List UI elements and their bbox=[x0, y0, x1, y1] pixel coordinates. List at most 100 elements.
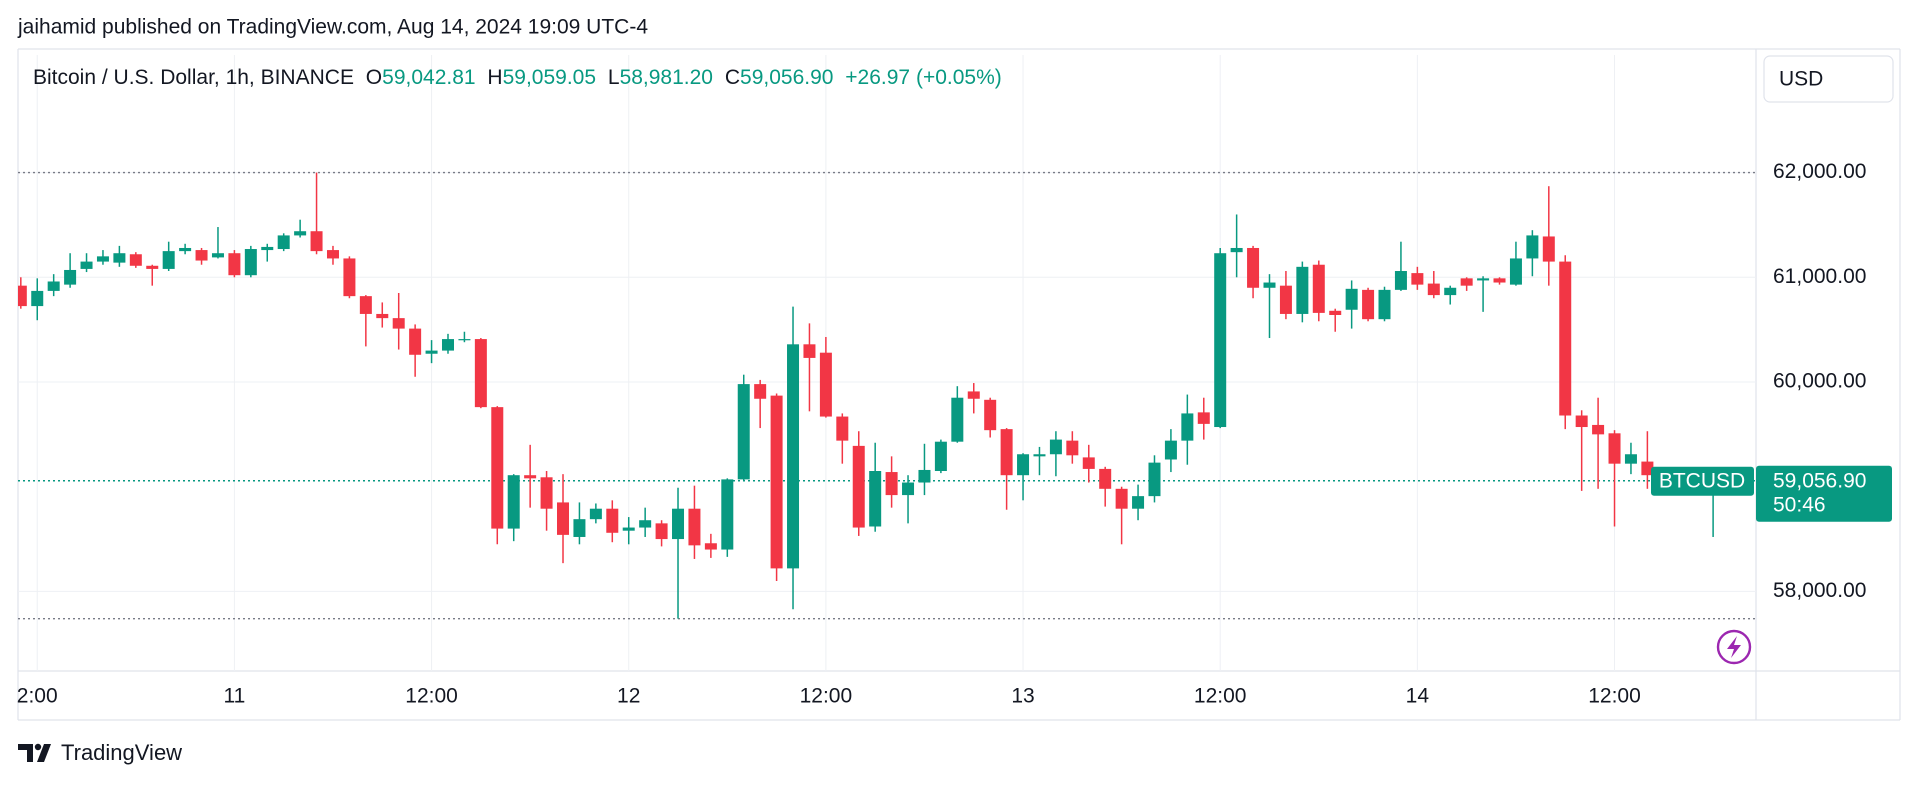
candle-body bbox=[326, 250, 339, 259]
legend-key: H bbox=[487, 66, 502, 89]
candle-body bbox=[1148, 462, 1161, 497]
candle-body bbox=[589, 508, 602, 520]
lightning-icon[interactable] bbox=[1716, 629, 1752, 665]
x-tick-label: 13 bbox=[1011, 685, 1034, 708]
candle-body bbox=[967, 391, 980, 399]
candle-body bbox=[113, 253, 126, 263]
candle-body bbox=[770, 395, 783, 569]
x-tick-label: 11 bbox=[223, 685, 245, 708]
symbol-label: BTCUSD bbox=[1659, 469, 1745, 492]
candle-body bbox=[392, 318, 405, 329]
candle-body bbox=[211, 253, 224, 258]
candle-body bbox=[639, 520, 652, 528]
candle-body bbox=[1624, 454, 1637, 464]
candle-body bbox=[129, 254, 142, 266]
candle-body bbox=[491, 407, 504, 529]
legend: Bitcoin / U.S. Dollar, 1h, BINANCE O59,0… bbox=[33, 66, 1002, 89]
candle-body bbox=[1509, 258, 1522, 285]
legend-value: 59,056.90 bbox=[740, 66, 833, 89]
candle-body bbox=[787, 344, 800, 569]
legend-value: 59,059.05 bbox=[503, 66, 596, 89]
candle-body bbox=[474, 339, 487, 408]
candle-body bbox=[1033, 454, 1046, 457]
currency-label: USD bbox=[1779, 68, 1823, 91]
legend-value: 59,042.81 bbox=[382, 66, 475, 89]
candle-body bbox=[1411, 273, 1424, 285]
x-tick-label: 12 bbox=[617, 685, 640, 708]
symbol-tag bbox=[1651, 466, 1754, 496]
publisher-line: jaihamid published on TradingView.com, A… bbox=[17, 16, 648, 39]
candle-body bbox=[606, 508, 619, 533]
candle-body bbox=[524, 475, 537, 479]
candle-body bbox=[819, 352, 832, 417]
candle-body bbox=[1608, 433, 1621, 464]
footer-logo bbox=[18, 743, 51, 762]
candle-body bbox=[721, 479, 734, 550]
legend-title: Bitcoin / U.S. Dollar, 1h, BINANCE bbox=[33, 66, 354, 89]
candle-body bbox=[1542, 236, 1555, 262]
candle-body bbox=[1197, 412, 1210, 424]
candle-body bbox=[1181, 413, 1194, 441]
grid bbox=[18, 55, 1756, 671]
y-tick-label: 62,000.00 bbox=[1773, 160, 1866, 183]
price-tag bbox=[1756, 465, 1892, 522]
candle-body bbox=[902, 482, 915, 496]
candle-body bbox=[934, 441, 947, 472]
candle-body bbox=[754, 384, 767, 399]
candle-body bbox=[507, 475, 520, 529]
candle-body bbox=[1263, 282, 1276, 288]
countdown-label: 50:46 bbox=[1773, 493, 1826, 516]
y-tick-label: 58,000.00 bbox=[1773, 579, 1866, 602]
candle-body bbox=[162, 251, 175, 269]
y-tick-label: 61,000.00 bbox=[1773, 265, 1866, 288]
candle-body bbox=[1329, 310, 1342, 315]
candle-body bbox=[1378, 289, 1391, 320]
y-tick-label: 60,000.00 bbox=[1773, 370, 1866, 393]
candle-body bbox=[179, 247, 192, 252]
candle-body bbox=[1049, 439, 1062, 455]
candle-body bbox=[1214, 253, 1227, 428]
candle-body bbox=[244, 249, 257, 276]
candle-body bbox=[1641, 461, 1654, 476]
candle-body bbox=[277, 235, 290, 250]
candle-body bbox=[1362, 289, 1375, 320]
candle-body bbox=[1477, 278, 1490, 281]
candle-body bbox=[1296, 266, 1309, 314]
legend-key: L bbox=[608, 66, 620, 89]
candle-body bbox=[1460, 278, 1473, 286]
candle-body bbox=[622, 527, 635, 531]
x-tick-label: 2:00 bbox=[17, 685, 58, 708]
candle-body bbox=[1526, 235, 1539, 259]
candle-body bbox=[195, 250, 208, 261]
x-tick-label: 14 bbox=[1406, 685, 1430, 708]
candle-body bbox=[1115, 488, 1128, 509]
candle-body bbox=[96, 256, 109, 262]
legend-value: 58,981.20 bbox=[620, 66, 713, 89]
candle-body bbox=[1444, 287, 1457, 296]
candle-body bbox=[1247, 247, 1260, 288]
candle-body bbox=[1132, 496, 1145, 509]
icon-bolt bbox=[1727, 636, 1741, 658]
logo-dot bbox=[34, 743, 42, 751]
candle-body bbox=[655, 523, 668, 540]
candle-body bbox=[47, 281, 60, 291]
candle-body bbox=[1575, 415, 1588, 428]
candle-body bbox=[1559, 261, 1572, 416]
candle-body bbox=[1099, 468, 1112, 489]
candle-body bbox=[359, 296, 372, 314]
logo-t bbox=[18, 744, 33, 762]
candle-body bbox=[573, 519, 586, 537]
candle-body bbox=[918, 469, 931, 483]
candle-body bbox=[343, 258, 356, 297]
candle-body bbox=[540, 477, 553, 509]
candle-body bbox=[261, 246, 274, 251]
currency-button[interactable] bbox=[1763, 55, 1894, 103]
candle-body bbox=[1312, 264, 1325, 313]
candle-body bbox=[376, 313, 389, 319]
candle-body bbox=[885, 472, 898, 496]
candle-body bbox=[80, 261, 93, 269]
candle-body bbox=[458, 339, 471, 341]
candle-body bbox=[310, 231, 323, 252]
candle-body bbox=[1230, 247, 1243, 253]
